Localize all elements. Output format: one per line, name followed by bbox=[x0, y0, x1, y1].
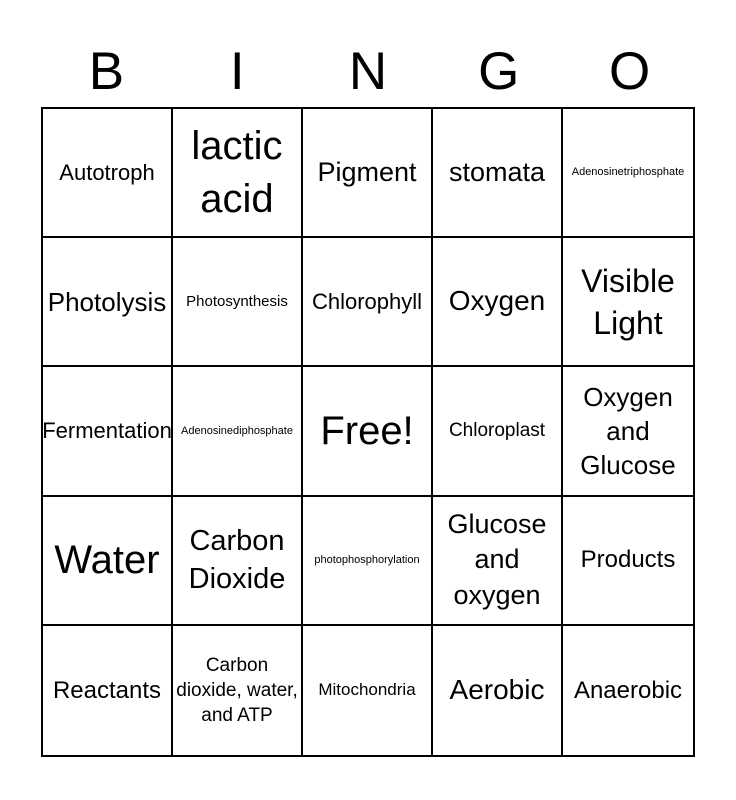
bingo-cell[interactable]: Glucose and oxygen bbox=[433, 496, 563, 626]
bingo-cell[interactable]: Photolysis bbox=[43, 238, 173, 368]
bingo-cell[interactable]: lactic acid bbox=[173, 109, 303, 239]
bingo-cell[interactable]: Visible Light bbox=[563, 238, 693, 368]
bingo-cell[interactable]: Aerobic bbox=[433, 625, 563, 755]
bingo-cell[interactable]: Chloroplast bbox=[433, 367, 563, 497]
free-cell[interactable]: Free! bbox=[303, 367, 433, 497]
bingo-cell[interactable]: Products bbox=[563, 496, 693, 626]
bingo-cell[interactable]: Adenosinediphosphate bbox=[173, 367, 303, 497]
bingo-letter-n: N bbox=[348, 42, 388, 101]
bingo-cell[interactable]: Anaerobic bbox=[563, 625, 693, 755]
bingo-cell[interactable]: Mitochondria bbox=[303, 625, 433, 755]
bingo-letter-b: B bbox=[88, 42, 125, 101]
bingo-cell[interactable]: Carbon dioxide, water, and ATP bbox=[173, 625, 303, 755]
bingo-cell[interactable]: Pigment bbox=[303, 109, 433, 239]
bingo-cell[interactable]: photophosphorylation bbox=[303, 496, 433, 626]
bingo-letter-g: G bbox=[478, 42, 520, 101]
bingo-cell[interactable]: Photosynthesis bbox=[173, 238, 303, 368]
bingo-header: B I N G O bbox=[41, 0, 695, 107]
bingo-cell[interactable]: Chlorophyll bbox=[303, 238, 433, 368]
bingo-letter-o: O bbox=[608, 42, 651, 101]
bingo-cell[interactable]: Adenosinetriphosphate bbox=[563, 109, 693, 239]
bingo-cell[interactable]: Reactants bbox=[43, 625, 173, 755]
bingo-cell[interactable]: Oxygen and Glucose bbox=[563, 367, 693, 497]
bingo-cell[interactable]: Carbon Dioxide bbox=[173, 496, 303, 626]
bingo-cell[interactable]: stomata bbox=[433, 109, 563, 239]
bingo-cell[interactable]: Autotroph bbox=[43, 109, 173, 239]
bingo-letter-i: I bbox=[229, 42, 245, 101]
bingo-cell[interactable]: Oxygen bbox=[433, 238, 563, 368]
bingo-grid: Autotroph lactic acid Pigment stomata Ad… bbox=[41, 107, 695, 757]
bingo-cell[interactable]: Fermentation bbox=[43, 367, 173, 497]
bingo-cell[interactable]: Water bbox=[43, 496, 173, 626]
